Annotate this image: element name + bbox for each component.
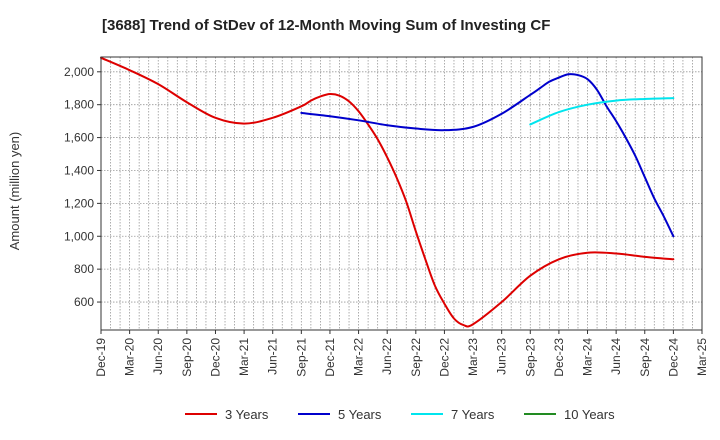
plot-background — [101, 57, 702, 330]
y-tick-label: 1,600 — [64, 131, 94, 145]
x-tick-label: Dec-19 — [94, 338, 108, 377]
y-tick-label: 1,400 — [64, 163, 94, 177]
x-axis: Dec-19 Mar-20 Jun-20 Sep-20 Dec-20 Mar-21 Jun-… — [94, 330, 709, 377]
legend: 3 Years 5 Years 7 Years 10 Years — [185, 407, 615, 422]
y-tick-label: 1,800 — [64, 98, 94, 112]
x-tick-label: Jun-23 — [495, 338, 509, 375]
x-tick-label: Mar-23 — [466, 338, 480, 376]
chart-title: [3688] Trend of StDev of 12-Month Moving… — [102, 17, 550, 34]
series-line-7-years — [529, 97, 675, 126]
x-tick-label: Dec-22 — [437, 338, 451, 377]
x-tick-label: Jun-21 — [266, 338, 280, 375]
x-tick-label: Jun-20 — [151, 338, 165, 375]
x-tick-label: Mar-22 — [352, 338, 366, 376]
x-tick-label: Jun-24 — [609, 338, 623, 375]
y-tick-label: 1,200 — [64, 196, 94, 210]
y-tick-label: 600 — [74, 295, 94, 309]
x-tick-label: Mar-21 — [237, 338, 251, 376]
x-tick-label: Sep-21 — [294, 338, 308, 377]
x-tick-label: Dec-23 — [552, 338, 566, 377]
x-tick-label: Mar-20 — [123, 338, 137, 376]
legend-label-5-years: 5 Years — [338, 407, 382, 422]
x-tick-label: Sep-23 — [523, 338, 537, 377]
x-tick-label: Sep-22 — [409, 338, 423, 377]
x-tick-label: Mar-24 — [581, 338, 595, 376]
series-line-5-years — [300, 73, 675, 238]
y-tick-label: 800 — [74, 262, 94, 276]
x-tick-label: Dec-20 — [208, 338, 222, 377]
x-tick-label: Dec-24 — [666, 338, 680, 377]
x-tick-label: Mar-25 — [695, 338, 709, 376]
y-tick-label: 2,000 — [64, 65, 94, 79]
series-layer — [100, 56, 675, 328]
legend-label-3-years: 3 Years — [225, 407, 269, 422]
x-tick-label: Dec-21 — [323, 338, 337, 377]
x-tick-label: Sep-20 — [180, 338, 194, 377]
series-line-3-years — [100, 56, 675, 328]
y-tick-label: 1,000 — [64, 229, 94, 243]
x-tick-label: Jun-22 — [380, 338, 394, 375]
grid — [101, 57, 702, 330]
legend-label-10-years: 10 Years — [564, 407, 615, 422]
legend-label-7-years: 7 Years — [451, 407, 495, 422]
y-axis-label: Amount (million yen) — [7, 132, 22, 251]
x-tick-label: Sep-24 — [638, 338, 652, 377]
plot-frame — [100, 56, 703, 331]
y-axis: 600 800 1,000 1,200 1,400 1,600 1,800 2,000 — [64, 65, 101, 309]
